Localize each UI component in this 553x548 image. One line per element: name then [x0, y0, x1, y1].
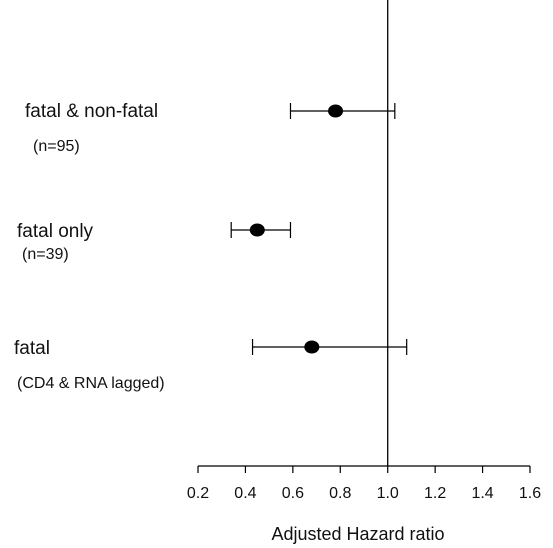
x-tick-label: 1.4	[471, 485, 493, 502]
row-sublabel: (CD4 & RNA lagged)	[17, 375, 165, 392]
row-sublabel: (n=95)	[33, 138, 80, 155]
estimate-point	[249, 223, 265, 237]
x-tick-label: 0.4	[234, 485, 256, 502]
x-axis-label: Adjusted Hazard ratio	[271, 524, 444, 544]
row-sublabel: (n=39)	[22, 246, 69, 263]
forest-rows: fatal & non-fatal(n=95)fatal only(n=39)f…	[14, 101, 408, 392]
row-label: fatal only	[17, 221, 94, 242]
x-tick-label: 0.6	[282, 485, 304, 502]
row-label: fatal & non-fatal	[25, 101, 158, 122]
x-tick-label: 1.0	[377, 485, 399, 502]
x-tick-label: 0.8	[329, 485, 351, 502]
estimate-point	[328, 104, 344, 118]
x-tick-label: 0.2	[187, 485, 209, 502]
forest-row: fatal only (n=39)	[17, 221, 292, 263]
x-tick-label: 1.2	[424, 485, 446, 502]
x-axis: 0.2 0.4 0.6 0.8 1.0 1.2 1.4 1.6	[187, 465, 541, 502]
estimate-point	[304, 340, 320, 354]
forest-row: fatal & non-fatal (n=95)	[25, 101, 396, 155]
x-tick-label: 1.6	[519, 485, 541, 502]
forest-row: fatal (CD4 & RNA lagged)	[14, 338, 408, 392]
row-label: fatal	[14, 338, 50, 359]
